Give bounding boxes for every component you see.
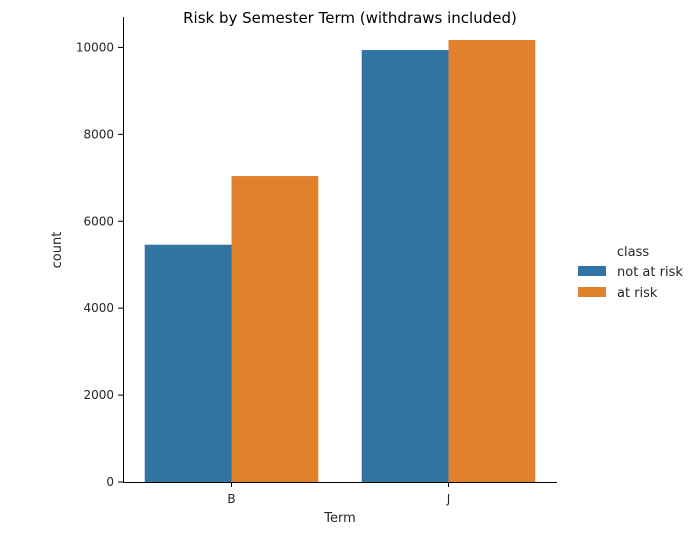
x-tick-label: B <box>227 492 235 506</box>
bar-J-at-risk <box>448 40 536 482</box>
legend-swatch <box>578 287 606 297</box>
x-axis-label: Term <box>323 511 356 526</box>
chart-title: Risk by Semester Term (withdraws include… <box>183 9 517 27</box>
y-axis-ticks: 0 2000 4000 6000 8000 10000 <box>76 40 123 489</box>
legend-items: not at risk at risk <box>578 265 683 301</box>
y-tick-label: 8000 <box>83 127 114 141</box>
legend-label: at risk <box>617 286 658 301</box>
y-tick-label: 6000 <box>83 214 114 228</box>
y-tick-label: 0 <box>106 475 114 489</box>
y-tick-label: 4000 <box>83 301 114 315</box>
bars <box>144 40 536 482</box>
bar-B-at-risk <box>231 176 319 482</box>
legend: class not at risk at risk <box>578 245 683 301</box>
x-tick-label: J <box>446 492 451 506</box>
y-tick-label: 10000 <box>76 40 114 54</box>
legend-title: class <box>617 245 649 260</box>
legend-label: not at risk <box>617 265 683 280</box>
legend-swatch <box>578 266 606 276</box>
y-axis-label: count <box>50 232 65 269</box>
y-tick-label: 2000 <box>83 388 114 402</box>
bar-B-not-at-risk <box>144 244 232 482</box>
bar-J-not-at-risk <box>361 50 449 482</box>
